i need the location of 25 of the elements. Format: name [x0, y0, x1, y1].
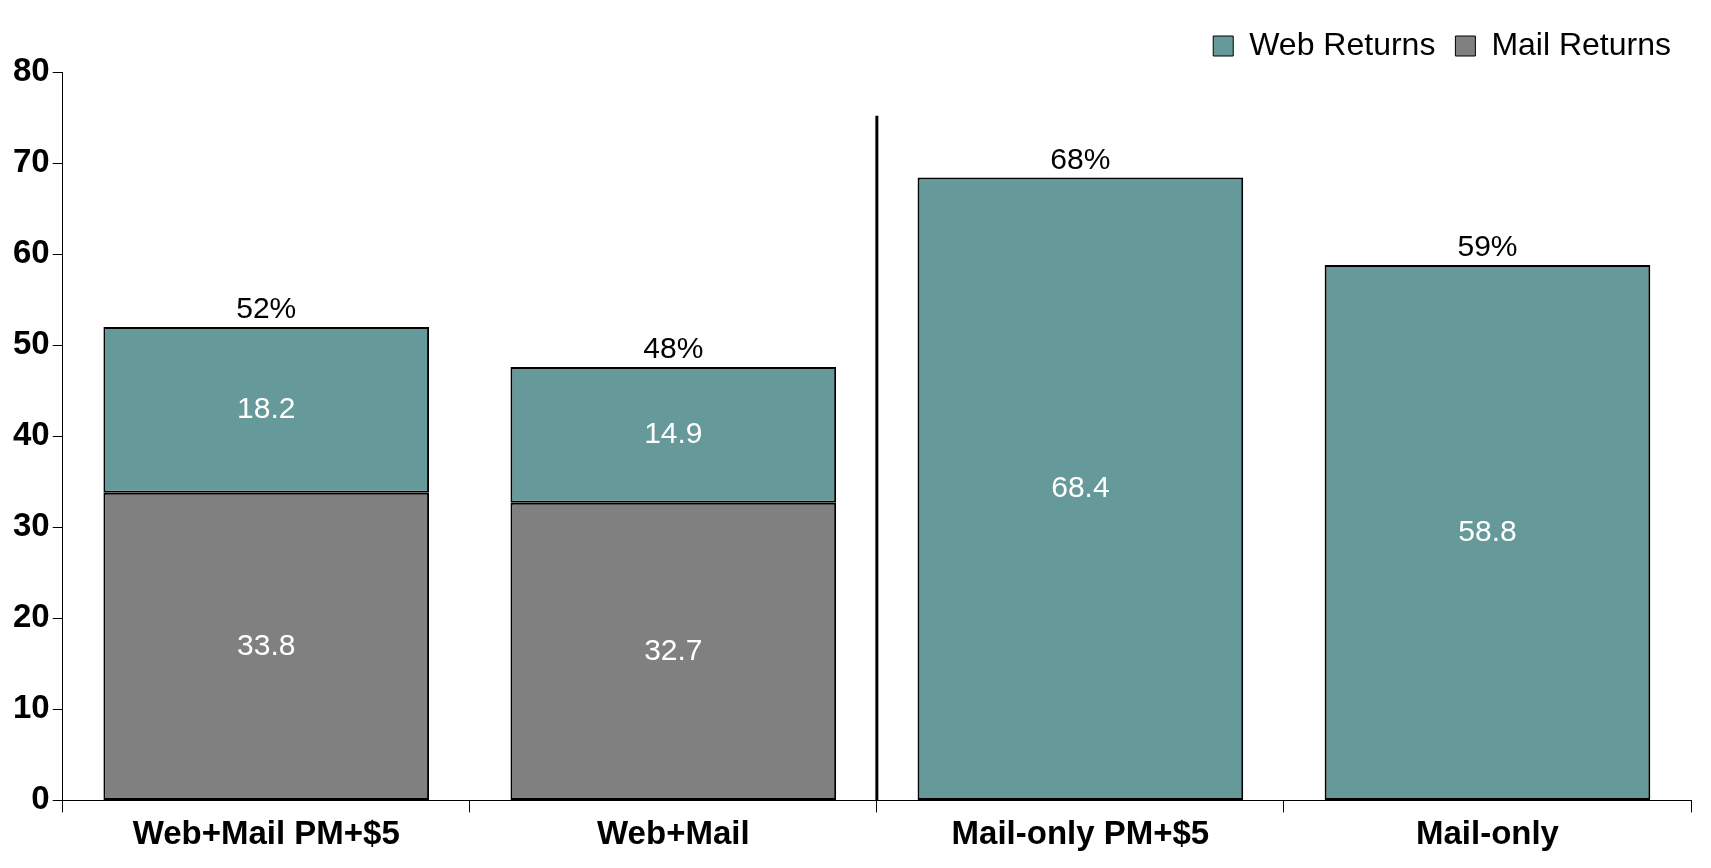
total-label: 59%: [1457, 229, 1518, 263]
y-tick-label: 0: [31, 779, 50, 817]
data-label: 33.8: [237, 627, 296, 661]
y-tick-label: 50: [12, 324, 50, 362]
data-label: 14.9: [644, 416, 703, 450]
y-tick-label: 70: [12, 142, 50, 180]
total-label: 68%: [1050, 141, 1111, 175]
data-label: 68.4: [1051, 470, 1110, 504]
data-label: 58.8: [1458, 513, 1517, 547]
y-tick-label: 80: [12, 51, 50, 89]
total-label: 48%: [643, 331, 704, 365]
x-tick-label: Mail-only: [1415, 814, 1560, 852]
data-label: 18.2: [237, 391, 296, 425]
x-tick-label: Web+Mail: [597, 814, 750, 852]
legend-label: Mail Returns: [1491, 25, 1671, 62]
legend-label: Web Returns: [1249, 25, 1436, 62]
x-tick-label: Mail-only PM+$5: [951, 814, 1210, 852]
total-label: 52%: [236, 291, 297, 325]
y-tick-label: 20: [12, 597, 50, 635]
y-tick-label: 40: [12, 415, 50, 453]
y-tick-label: 30: [12, 506, 50, 544]
y-tick-label: 60: [12, 233, 50, 271]
data-label: 32.7: [644, 632, 703, 666]
y-tick-label: 10: [12, 688, 50, 726]
x-tick-label: Web+Mail PM+$5: [132, 814, 400, 852]
